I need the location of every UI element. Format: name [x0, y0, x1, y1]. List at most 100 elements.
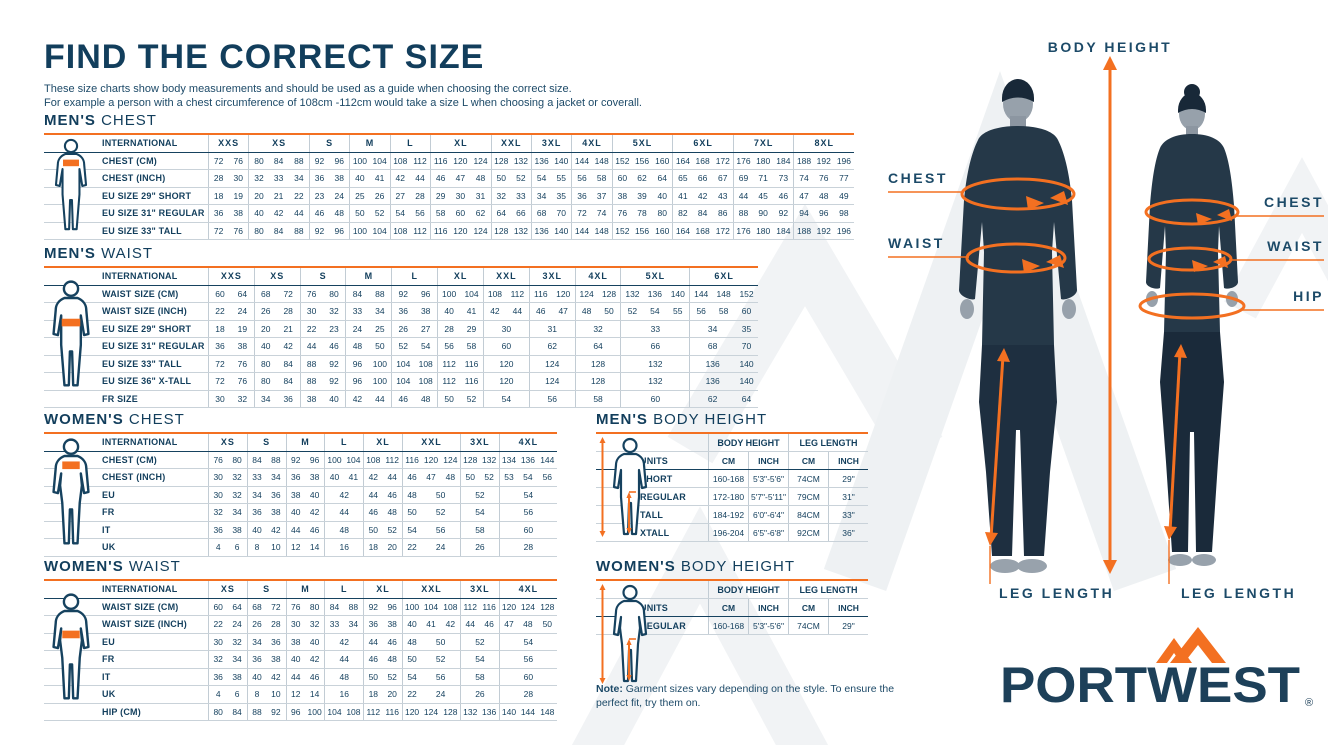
value-cell: 84 [324, 598, 343, 615]
size-label-cell: S [246, 581, 286, 598]
row-values: 36 38 40 42 44 46 48 50 52 54 56 58 60 62 64 66 68 70 [208, 338, 758, 355]
value-cell: 108 [346, 706, 361, 717]
value-cell: 42 [445, 619, 456, 630]
label-lines [888, 191, 1324, 311]
value-cell: 116 [528, 285, 552, 302]
value-cell: 54 [460, 504, 499, 521]
value-cell: 50 [604, 306, 614, 317]
value-cell: 168 [695, 225, 710, 236]
size-label-cell: XS [208, 434, 247, 451]
value-cell: 128 [490, 222, 511, 239]
value-cell: 73 [778, 173, 789, 184]
row-values: 60 64 68 72 76 80 84 88 92 96 100 104 108 112 116 120 12… [208, 285, 758, 302]
row-label: EU SIZE 36" X-TALL [102, 376, 192, 387]
row-values: 196-204 6'5"-6'8" 92CM 36" [708, 524, 868, 541]
value-cell: 39 [637, 190, 647, 201]
group-header-cell: BODY HEIGHT [708, 581, 788, 598]
value-cell: 60 [741, 306, 752, 317]
row-values: 72 76 80 84 88 92 96 100 104 108 112 116 120 124 128 13… [208, 222, 854, 239]
value-cell: 60 [455, 208, 466, 219]
value-cell: 56 [542, 472, 553, 483]
value-cell: 38 [271, 507, 281, 518]
mens-waist-title: MEN'S WAIST [44, 245, 154, 262]
value-cell: 54 [650, 306, 660, 317]
value-cell: 33 [345, 303, 368, 320]
value-cell: 184 [776, 155, 791, 166]
hip-label-right: HIP [1293, 288, 1324, 304]
value-cell: 40 [253, 338, 277, 355]
value-cell: 172 [715, 155, 730, 166]
value-cell: 42 [283, 341, 293, 352]
value-cell: 40 [285, 651, 305, 668]
value-cell: 44 [363, 486, 382, 503]
male-figure-height-arrows-icon [599, 437, 648, 537]
value-cell: 80 [309, 601, 320, 612]
value-cell: 23 [308, 187, 329, 204]
value-cell: 58 [718, 306, 729, 317]
table-row: EU SIZE 29" SHORT 18 19 20 21 22 23 24 25 26 27 28 2… [44, 320, 758, 338]
row-label: EU [102, 489, 115, 500]
value-cell: 100 [307, 706, 322, 717]
value-cell: 56 [435, 671, 446, 682]
value-cell: 32 [329, 306, 339, 317]
value-cell: 47 [793, 187, 813, 204]
value-cell: 132 [620, 285, 643, 302]
value-cell: 44 [460, 616, 479, 633]
row-label: REGULAR [640, 491, 686, 502]
sub-header-cells: CM INCH CM INCH [708, 599, 868, 616]
woman-photo-figure [1146, 84, 1238, 566]
value-cell: 60 [611, 170, 632, 187]
womens-waist-section: WOMEN'S WAIST INTERNATIONAL XS S M L XL XXL 3XL… [44, 558, 557, 721]
value-cell: 96 [818, 208, 829, 219]
table-row: FR 32 34 36 38 40 42 44 46 48 50 52 54 56 [44, 504, 557, 522]
value-cell: 24 [237, 306, 248, 317]
size-label-cell: 4XL [498, 434, 557, 451]
size-label-cell: XL [437, 268, 483, 285]
ellipse-arrowheads [1022, 191, 1232, 273]
value-cell: 14 [309, 542, 320, 553]
size-label-cell: L [324, 581, 363, 598]
value-cell: 48 [387, 654, 397, 665]
value-cell: 50 [460, 469, 479, 486]
size-label-cell: M [349, 135, 389, 152]
value-cell: 10 [271, 689, 281, 700]
value-cell: 29 [466, 323, 477, 334]
value-cell: 54 [401, 521, 421, 538]
value-cell: 108 [443, 601, 458, 612]
value-cell: 108 [418, 376, 433, 387]
value-cell: 25 [349, 187, 369, 204]
row-label: EU SIZE 31" REGULAR [102, 341, 205, 352]
international-header-label: INTERNATIONAL [102, 437, 178, 448]
group-header-cells: BODY HEIGHT LEG LENGTH [708, 434, 868, 451]
group-header-cell: LEG LENGTH [788, 581, 868, 598]
value-cell: 58 [430, 205, 450, 222]
value-cell: 48 [401, 633, 421, 650]
value-cell: 5'7"-5'11" [748, 488, 788, 505]
sub-header-cell: CM [788, 599, 828, 616]
value-cell: 64 [574, 338, 621, 355]
value-cell: 29" [828, 617, 868, 634]
value-cell: 92 [271, 706, 281, 717]
value-cell: 5'3"-5'6" [748, 470, 788, 487]
value-cell: 52 [387, 524, 397, 535]
table-row: EU SIZE 29" SHORT 18 19 20 21 22 23 24 25 26 27 28 2… [44, 187, 854, 205]
womens-chest-title: WOMEN'S CHEST [44, 411, 185, 428]
sub-header-cell: INCH [748, 599, 788, 616]
value-cell: 62 [689, 390, 735, 407]
value-cell: 80 [232, 454, 242, 465]
value-cell: 120 [453, 155, 468, 166]
value-cell: 52 [391, 338, 414, 355]
value-cell: 33 [516, 190, 526, 201]
value-cell: 49 [839, 190, 849, 201]
value-cell: 86 [718, 208, 728, 219]
size-label-cell: L [391, 268, 437, 285]
value-cell: 46 [363, 504, 382, 521]
value-cell: 112 [413, 225, 427, 236]
value-cell: 104 [324, 703, 343, 720]
leg-length-arrows [985, 344, 1187, 584]
value-cell: 30 [299, 303, 323, 320]
value-cell: 58 [596, 173, 607, 184]
value-cell: 44 [732, 187, 753, 204]
value-cell: 48 [445, 472, 456, 483]
value-cell: 136 [689, 355, 735, 372]
